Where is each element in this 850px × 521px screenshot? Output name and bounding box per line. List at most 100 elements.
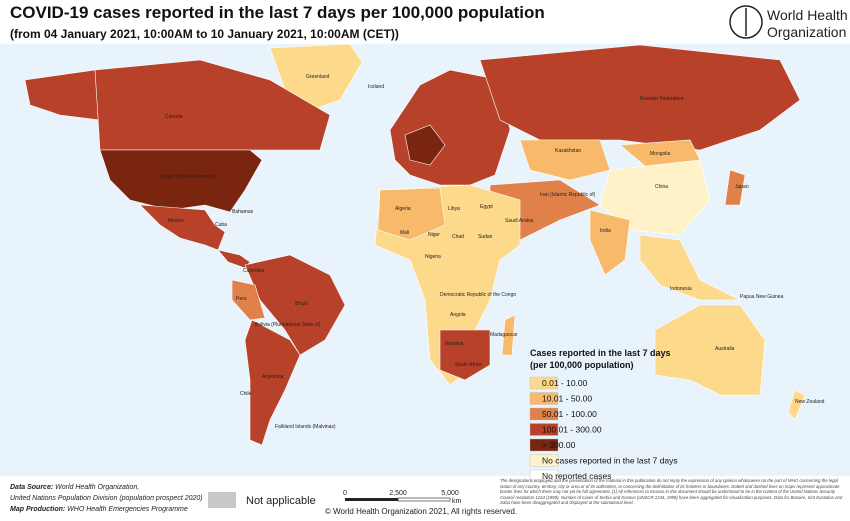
production: Map Production: WHO Health Emergencies P…	[10, 506, 188, 513]
header-band	[0, 0, 850, 44]
country-label: Brazil	[295, 301, 308, 307]
production-label: Map Production:	[10, 506, 65, 513]
copyright: © World Health Organization 2021, All ri…	[325, 507, 517, 516]
source: Data Source: World Health Organization,	[10, 484, 139, 491]
legend-label: 50.01 - 100.00	[542, 409, 597, 419]
country-label: Libya	[448, 206, 460, 212]
source-label: Data Source:	[10, 484, 53, 491]
country-label: Cuba	[215, 222, 227, 228]
legend-title: Cases reported in the last 7 days	[530, 348, 671, 358]
country-label: Niger	[428, 232, 440, 238]
japan	[724, 169, 746, 206]
australia	[654, 304, 766, 396]
peru	[231, 279, 266, 321]
country-label: Saudi Arabia	[505, 218, 534, 224]
disclaimer: The designations employed and the presen…	[500, 478, 843, 506]
country-label: Peru	[236, 296, 247, 302]
scale-label: 2,500	[389, 490, 407, 497]
title: COVID-19 cases reported in the last 7 da…	[10, 3, 545, 22]
country-label: Chile	[240, 391, 252, 397]
alaska	[24, 69, 101, 121]
country-label: Papua New Guinea	[740, 294, 784, 300]
country-label: India	[600, 228, 611, 234]
kazakhstan	[519, 139, 611, 181]
country-label: United States of America	[160, 174, 215, 180]
scale-label: 0	[343, 490, 347, 497]
legend-label: 100.01 - 300.00	[542, 425, 602, 435]
scale-bar	[397, 497, 451, 502]
country-label: Mongolia	[650, 151, 671, 157]
southern-africa	[439, 329, 491, 381]
legend-swatch	[529, 469, 559, 483]
legend-label: No reported cases	[542, 471, 611, 481]
legend-swatch	[529, 423, 559, 436]
subtitle: (from 04 January 2021, 10:00AM to 10 Jan…	[10, 27, 399, 41]
country-label: Nigeria	[425, 254, 441, 260]
not-applicable-label: Not applicable	[246, 495, 316, 507]
country-label: Democratic Republic of the Congo	[440, 292, 516, 298]
scale-label: 5,000	[441, 490, 459, 497]
who-logo: World Health Organization	[729, 5, 848, 40]
legend-label: 0.01 - 10.00	[542, 378, 588, 388]
country-label: Australia	[715, 346, 735, 352]
country-label: Namibia	[445, 341, 464, 347]
logo-text: Organization	[767, 24, 846, 40]
source-text: United Nations Population Division (popu…	[10, 495, 203, 502]
legend-label: > 300.00	[542, 440, 576, 450]
new-zealand	[787, 389, 806, 421]
country-label: Indonesia	[670, 286, 692, 292]
country-label: South Africa	[455, 362, 482, 368]
legend-label: No cases reported in the last 7 days	[542, 456, 678, 466]
country-label: Chad	[452, 234, 464, 240]
country-labels: Greenland Iceland Canada United States o…	[160, 74, 825, 430]
legend-swatch	[529, 407, 559, 421]
country-label: Argentina	[262, 374, 284, 380]
country-label: Falkland Islands (Malvinas)	[275, 424, 336, 430]
country-label: Bolivia (Plurinational State of)	[255, 322, 321, 328]
india	[589, 209, 631, 276]
country-label: Egypt	[480, 204, 493, 210]
country-label: Algeria	[395, 206, 411, 212]
country-label: Iceland	[368, 84, 384, 90]
country-label: Mali	[400, 230, 409, 236]
country-label: Colombia	[243, 268, 264, 274]
production-text: WHO Health Emergencies Programme	[67, 506, 188, 513]
country-label: China	[655, 184, 668, 190]
russia	[479, 44, 801, 151]
country-label: Mexico	[168, 218, 184, 224]
legend-label: 10.01 - 50.00	[542, 394, 592, 404]
country-label: Kazakhstan	[555, 148, 581, 154]
scale-bar	[345, 498, 398, 501]
footer: Data Source: World Health Organization, …	[10, 484, 517, 516]
source-text: World Health Organization,	[55, 484, 139, 491]
country-label: Greenland	[306, 74, 330, 80]
country-label: Canada	[165, 114, 183, 120]
legend-swatch	[529, 454, 559, 467]
country-label: Sudan	[478, 234, 493, 240]
legend-swatch	[529, 438, 559, 452]
legend-title: (per 100,000 population)	[530, 360, 634, 370]
madagascar	[501, 314, 516, 356]
country-label: Madagascar	[490, 332, 518, 338]
argentina-chile	[244, 319, 301, 446]
not-applicable-swatch	[208, 492, 236, 508]
scale-unit: km	[452, 498, 462, 505]
north-africa	[377, 187, 446, 241]
country-label: Japan	[735, 184, 749, 190]
country-label: Russian Federation	[640, 96, 684, 102]
country-label: Bahamas	[232, 209, 254, 215]
land	[24, 43, 806, 446]
usa	[99, 149, 263, 213]
western-europe	[404, 124, 446, 166]
country-label: Iran (Islamic Republic of)	[540, 192, 596, 198]
brazil-north	[244, 254, 346, 356]
legend: Cases reported in the last 7 days (per 1…	[529, 348, 678, 483]
logo-emblem	[729, 5, 763, 39]
country-label: New Zealand	[795, 399, 825, 405]
country-label: Angola	[450, 312, 466, 318]
legend-swatch	[529, 376, 559, 390]
logo-text: World Health	[767, 7, 848, 23]
legend-swatch	[529, 392, 559, 405]
